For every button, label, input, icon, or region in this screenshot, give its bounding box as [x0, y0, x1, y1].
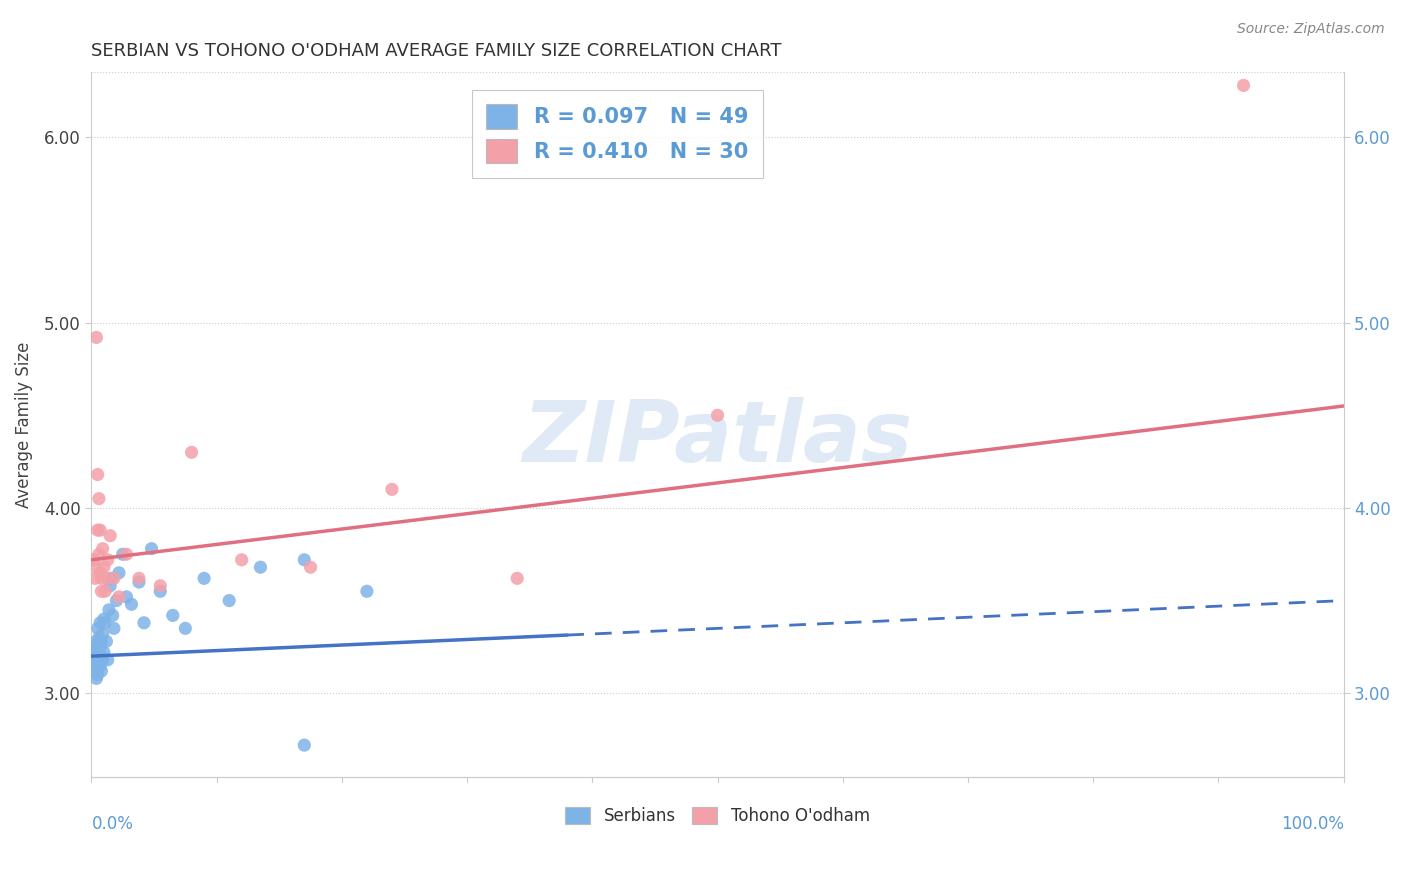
- Point: [231, 553, 253, 567]
- Point: [128, 575, 150, 590]
- Point: [128, 571, 150, 585]
- Point: [100, 571, 122, 585]
- Point: [91, 541, 114, 556]
- Point: [98, 579, 121, 593]
- Point: [87, 653, 110, 667]
- Point: [82, 649, 104, 664]
- Point: [87, 491, 110, 506]
- Point: [86, 658, 108, 673]
- Point: [91, 653, 114, 667]
- Point: [89, 658, 111, 673]
- Point: [1232, 78, 1254, 93]
- Point: [249, 560, 271, 574]
- Point: [108, 566, 131, 580]
- Point: [108, 590, 131, 604]
- Point: [299, 560, 322, 574]
- Point: [89, 640, 111, 654]
- Point: [105, 593, 128, 607]
- Point: [84, 664, 107, 678]
- Point: [83, 553, 105, 567]
- Point: [506, 571, 529, 585]
- Point: [174, 621, 197, 635]
- Text: Source: ZipAtlas.com: Source: ZipAtlas.com: [1237, 22, 1385, 37]
- Point: [87, 547, 110, 561]
- Text: 0.0%: 0.0%: [91, 815, 134, 833]
- Point: [84, 640, 107, 654]
- Point: [86, 634, 108, 648]
- Point: [90, 584, 112, 599]
- Point: [706, 409, 728, 423]
- Point: [96, 571, 118, 585]
- Point: [93, 645, 115, 659]
- Point: [89, 566, 111, 580]
- Text: 100.0%: 100.0%: [1281, 815, 1344, 833]
- Point: [83, 653, 105, 667]
- Point: [103, 621, 125, 635]
- Point: [90, 649, 112, 664]
- Point: [98, 529, 121, 543]
- Point: [86, 672, 108, 686]
- Point: [87, 631, 110, 645]
- Point: [180, 445, 202, 459]
- Point: [141, 541, 163, 556]
- Point: [91, 627, 114, 641]
- Point: [94, 584, 117, 599]
- Point: [292, 553, 315, 567]
- Point: [149, 579, 172, 593]
- Point: [86, 330, 108, 344]
- Point: [90, 664, 112, 678]
- Point: [83, 645, 105, 659]
- Point: [97, 653, 120, 667]
- Point: [115, 590, 138, 604]
- Point: [94, 615, 117, 630]
- Point: [93, 612, 115, 626]
- Point: [87, 645, 110, 659]
- Point: [292, 738, 315, 752]
- Point: [86, 649, 108, 664]
- Y-axis label: Average Family Size: Average Family Size: [15, 342, 32, 508]
- Point: [86, 467, 108, 482]
- Point: [89, 615, 111, 630]
- Point: [132, 615, 155, 630]
- Point: [90, 571, 112, 585]
- Point: [90, 634, 112, 648]
- Text: SERBIAN VS TOHONO O'ODHAM AVERAGE FAMILY SIZE CORRELATION CHART: SERBIAN VS TOHONO O'ODHAM AVERAGE FAMILY…: [91, 42, 782, 60]
- Point: [86, 621, 108, 635]
- Point: [84, 571, 107, 585]
- Point: [96, 634, 118, 648]
- Point: [121, 597, 143, 611]
- Point: [93, 560, 115, 574]
- Point: [89, 523, 111, 537]
- Point: [162, 608, 184, 623]
- Point: [86, 667, 108, 681]
- Legend: Serbians, Tohono O'odham: Serbians, Tohono O'odham: [558, 800, 876, 831]
- Point: [356, 584, 378, 599]
- Point: [86, 523, 108, 537]
- Point: [218, 593, 240, 607]
- Point: [86, 560, 108, 574]
- Point: [193, 571, 215, 585]
- Point: [381, 483, 404, 497]
- Point: [149, 584, 172, 599]
- Point: [111, 547, 134, 561]
- Point: [97, 603, 120, 617]
- Text: ZIPatlas: ZIPatlas: [523, 397, 912, 480]
- Point: [97, 553, 120, 567]
- Point: [115, 547, 138, 561]
- Point: [103, 571, 125, 585]
- Point: [101, 608, 124, 623]
